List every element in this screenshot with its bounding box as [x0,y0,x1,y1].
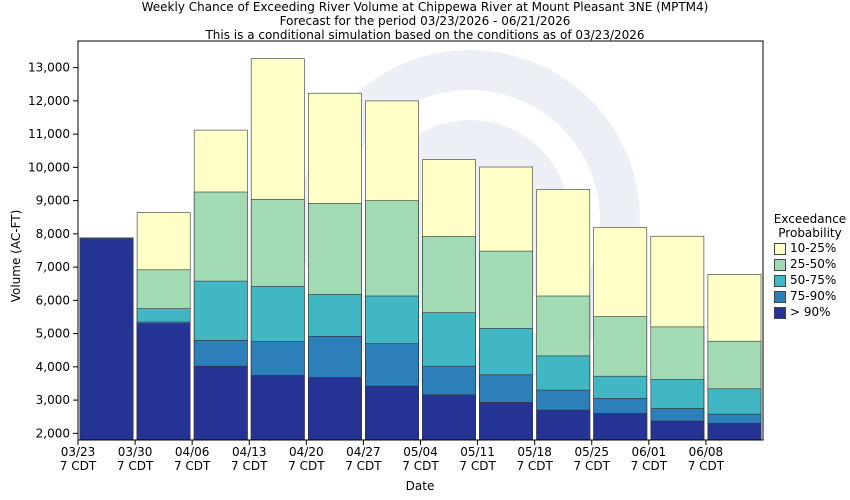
bars-layer [79,58,762,441]
legend-item-10-25: 10-25% [774,240,850,256]
x-tick-sublabel: 7 CDT [117,459,154,473]
legend-label: 25-50% [790,257,837,271]
chart-subtitle-conditions: This is a conditional simulation based o… [205,28,645,42]
legend-swatch [774,275,786,287]
x-tick-label: 03/30 [118,445,153,459]
legend-swatch [774,291,786,303]
x-tick-label: 06/01 [632,445,667,459]
bar-segment-05-18-0 [536,409,591,441]
y-tick-label: 2,000 [36,426,70,440]
x-tick-label: 05/04 [403,445,438,459]
bar-segment-05-04-0 [422,394,476,441]
bar-segment-03-30-0 [136,323,191,441]
y-tick-label: 12,000 [28,94,70,108]
x-axis-label: Date [406,479,435,493]
bar-segment-06-01-0 [650,420,705,441]
x-tick-sublabel: 7 CDT [574,459,611,473]
axes-layer: 2,000 3,000 4,000 5,000 6,000 7,000 8,000 9,000… [28,40,764,473]
y-tick-label: 4,000 [36,360,70,374]
x-tick-label: 04/06 [175,445,210,459]
y-tick-label: 6,000 [36,293,70,307]
x-tick-sublabel: 7 CDT [631,459,668,473]
y-tick-label: 7,000 [36,260,70,274]
x-tick-sublabel: 7 CDT [174,459,211,473]
legend-swatch [774,243,786,255]
bar-segment-04-06-0 [193,365,248,441]
bar-segment-06-08-0 [707,423,762,441]
x-tick-sublabel: 7 CDT [231,459,268,473]
legend-label: 10-25% [790,241,837,255]
legend-swatch [774,307,786,319]
bar-segment-05-25-0 [593,413,648,441]
x-tick-sublabel: 7 CDT [402,459,439,473]
x-tick-label: 04/13 [232,445,267,459]
bar-segment-04-27-0 [365,385,419,441]
y-tick-label: 3,000 [36,393,70,407]
legend-title-line1: Exceedance [773,212,847,226]
legend-item-25-50: 25-50% [774,256,850,272]
legend-label: 50-75% [790,273,837,287]
bar-segment-03-23-0 [79,238,134,441]
x-tick-label: 05/25 [574,445,609,459]
x-tick-sublabel: 7 CDT [345,459,382,473]
y-tick-label: 13,000 [28,61,70,75]
legend-item-50-75: 50-75% [774,272,850,288]
legend: Exceedance Probability 10-25% 25-50% 50-… [770,212,850,320]
chart-title: Weekly Chance of Exceeding River Volume … [141,0,709,14]
y-tick-label: 11,000 [28,127,70,141]
x-tick-sublabel: 7 CDT [288,459,325,473]
legend-label: 75-90% [790,289,837,303]
x-tick-sublabel: 7 CDT [688,459,725,473]
bar-segment-04-13-0 [250,375,305,441]
x-tick-label: 05/11 [460,445,495,459]
legend-title-line2: Probability [778,226,842,240]
legend-item-over-90: > 90% [774,304,850,320]
y-tick-label: 8,000 [36,227,70,241]
x-tick-label: 05/18 [517,445,552,459]
y-tick-label: 9,000 [36,194,70,208]
bar-segment-04-20-0 [307,377,362,441]
x-tick-label: 06/08 [689,445,724,459]
legend-label: > 90% [790,305,831,319]
x-tick-sublabel: 7 CDT [459,459,496,473]
bar-segment-05-11-0 [479,402,534,441]
x-tick-sublabel: 7 CDT [516,459,553,473]
x-tick-label: 03/23 [61,445,96,459]
legend-swatch [774,259,786,271]
x-tick-label: 04/20 [289,445,324,459]
chart-subtitle-period: Forecast for the period 03/23/2026 - 06/… [279,14,571,28]
x-tick-label: 04/27 [346,445,381,459]
legend-item-75-90: 75-90% [774,288,850,304]
y-tick-label: 5,000 [36,327,70,341]
x-tick-sublabel: 7 CDT [60,459,97,473]
y-axis-label: Volume (AC-FT) [9,210,23,303]
y-tick-label: 10,000 [28,160,70,174]
